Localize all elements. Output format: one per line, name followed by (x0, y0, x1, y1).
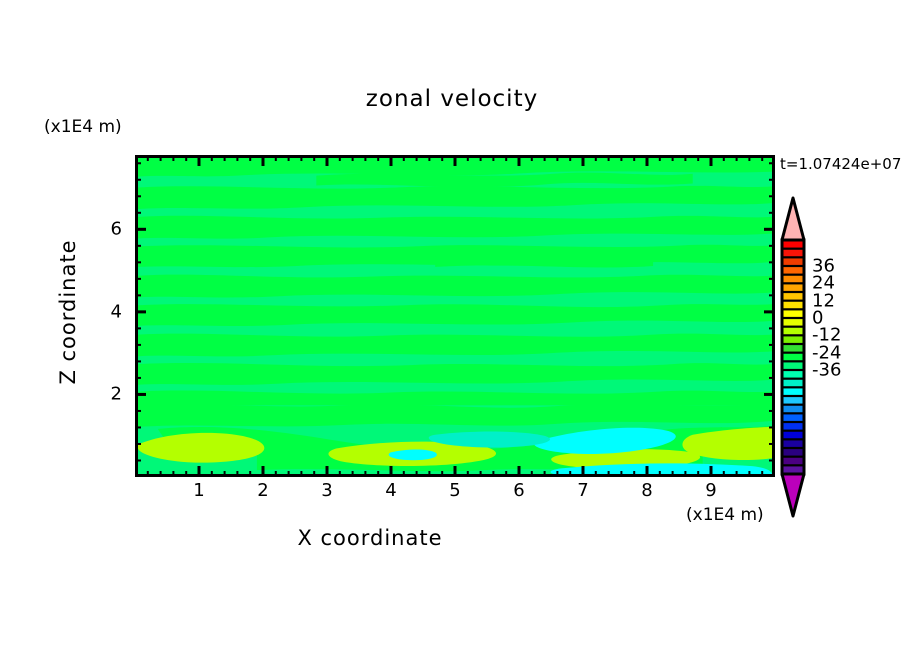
colorbar-tick-labels: 3624120-12-24-36 (812, 0, 872, 654)
y-tick-labels: 2 4 6 (90, 0, 122, 654)
x-tick-label: 9 (705, 480, 716, 501)
x-tick-label: 3 (321, 480, 332, 501)
x-axis-units-label: (x1E4 m) (686, 505, 764, 525)
x-tick-label: 6 (513, 480, 524, 501)
x-tick-labels: 1 2 3 4 5 6 7 8 9 (0, 0, 904, 654)
x-tick-label: 2 (257, 480, 268, 501)
x-tick-label: 8 (641, 480, 652, 501)
y-axis-title: Z coordinate (56, 202, 80, 422)
x-tick-label: 4 (385, 480, 396, 501)
y-tick-label: 6 (111, 219, 122, 240)
y-tick-label: 2 (111, 384, 122, 405)
colorbar-under-arrow (782, 474, 804, 516)
x-tick-label: 1 (193, 480, 204, 501)
x-tick-label: 7 (577, 480, 588, 501)
x-axis-title: X coordinate (0, 526, 740, 550)
colorbar-tick-label: -36 (812, 360, 841, 381)
x-tick-label: 5 (449, 480, 460, 501)
colorbar-over-arrow (782, 198, 804, 240)
y-tick-label: 4 (111, 301, 122, 322)
colorbar (778, 196, 808, 518)
